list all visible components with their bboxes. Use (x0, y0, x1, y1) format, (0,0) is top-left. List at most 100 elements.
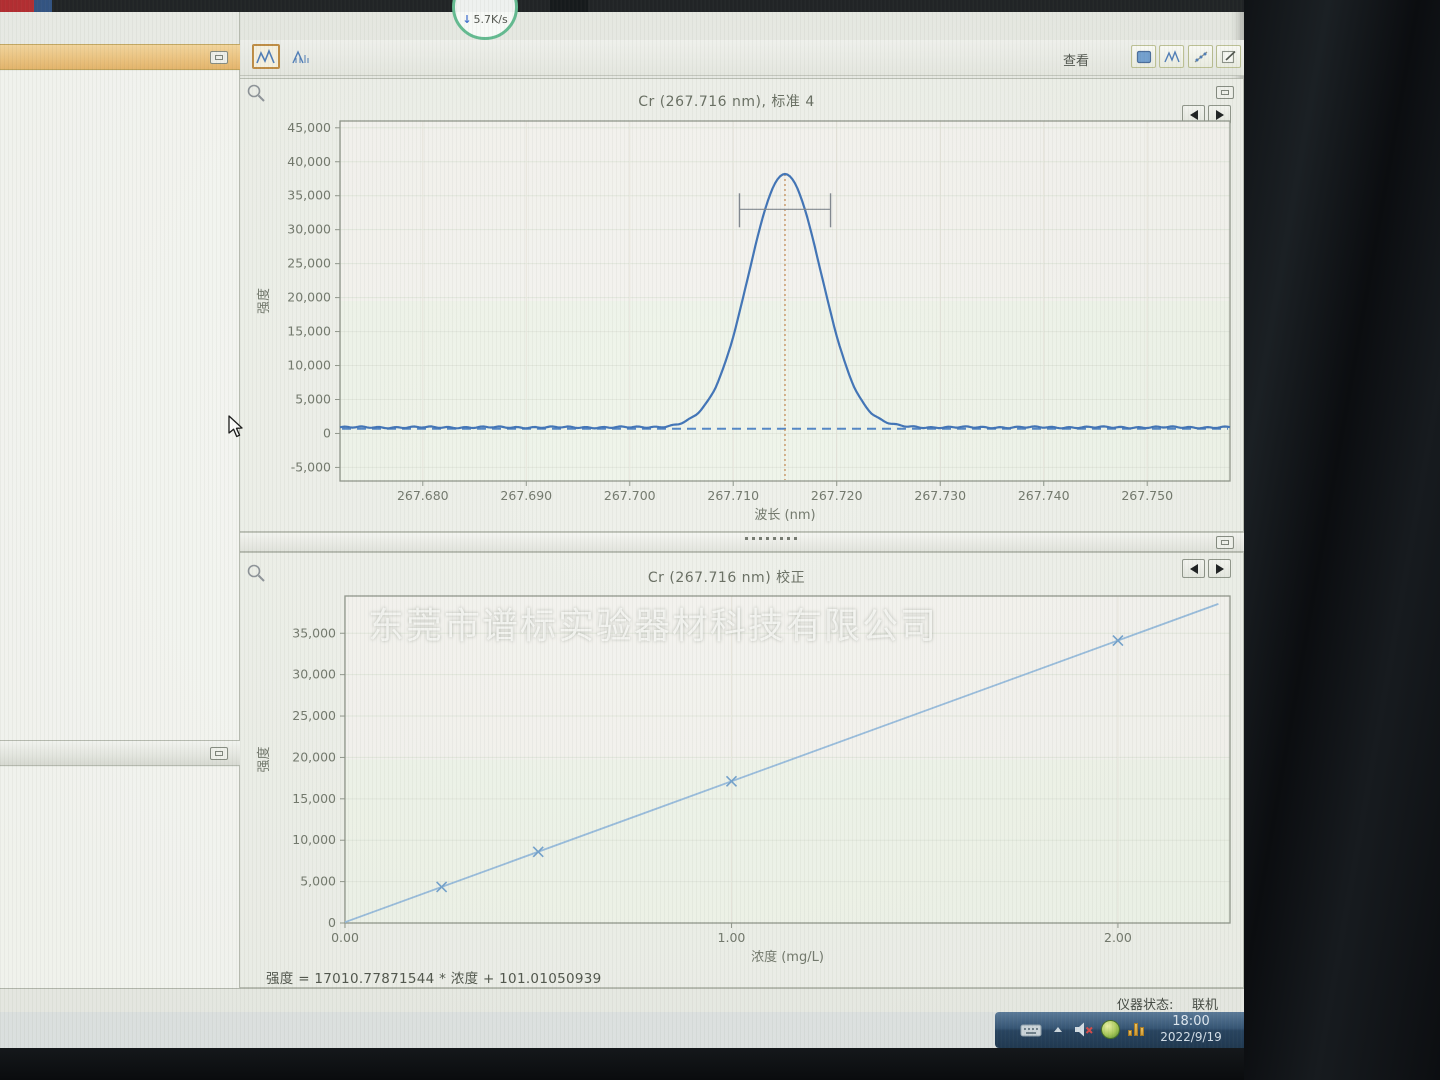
taskbar-clock[interactable]: 18:00 (1172, 1014, 1210, 1029)
spectrum-panel: Cr (267.716 nm), 标准 4 -5,000 0 5,000 10,000… (240, 78, 1244, 532)
svg-text:10,000: 10,000 (292, 832, 336, 847)
net-speed-badge[interactable]: ↓ 5.7K/s (452, 0, 518, 40)
calibration-equation: 强度 = 17010.77871544 * 浓度 + 101.01050939 (266, 971, 602, 987)
svg-text:0: 0 (328, 915, 336, 930)
dark-window-fragment (550, 0, 588, 12)
prev-icon (1189, 563, 1198, 574)
view-tile-icon (1136, 50, 1151, 63)
restore-button[interactable] (210, 747, 228, 760)
left-panel-header-active[interactable] (0, 44, 240, 70)
prev-element-button[interactable] (1182, 559, 1205, 578)
svg-text:-5,000: -5,000 (291, 459, 331, 474)
next-icon (1215, 563, 1224, 574)
overlay-spectra-tab-icon (292, 49, 309, 63)
svg-text:5,000: 5,000 (300, 874, 336, 889)
status-bar: 仪器状态: 联机 (0, 988, 1244, 1013)
screen: 查看 (0, 0, 1244, 1048)
svg-text:1.00: 1.00 (718, 930, 746, 945)
svg-text:15,000: 15,000 (292, 791, 336, 806)
volume-muted-icon[interactable] (1074, 1021, 1094, 1038)
restore-button[interactable] (1216, 86, 1234, 99)
svg-text:5,000: 5,000 (295, 391, 331, 406)
svg-text:267.740: 267.740 (1018, 488, 1070, 503)
svg-text:浓度 (mg/L): 浓度 (mg/L) (751, 949, 824, 965)
top-window-fragments (0, 0, 1244, 12)
blue-window-fragment (34, 0, 52, 12)
restore-icon (1221, 540, 1229, 545)
svg-text:267.730: 267.730 (914, 488, 966, 503)
svg-text:2.00: 2.00 (1104, 930, 1132, 945)
view-edit-icon (1221, 50, 1236, 63)
view-calibration-icon (1194, 51, 1207, 62)
left-panel-column (0, 12, 240, 988)
svg-text:30,000: 30,000 (287, 222, 331, 237)
calibration-fit-line (344, 603, 1219, 924)
zoom-icon[interactable] (246, 563, 266, 583)
red-window-fragment (0, 0, 34, 12)
left-panel-body-top (0, 71, 239, 740)
next-element-button[interactable] (1208, 559, 1231, 578)
svg-text:0.00: 0.00 (331, 930, 359, 945)
restore-icon (1221, 90, 1229, 95)
restore-icon (215, 55, 223, 60)
svg-text:40,000: 40,000 (287, 154, 331, 169)
svg-text:25,000: 25,000 (287, 256, 331, 271)
show-hidden-icon[interactable] (1054, 1027, 1062, 1032)
svg-text:15,000: 15,000 (287, 324, 331, 339)
calibration-title: Cr (267.716 nm) 校正 (647, 570, 806, 586)
svg-text:45,000: 45,000 (287, 120, 331, 135)
svg-text:20,000: 20,000 (292, 749, 336, 764)
spectrum-curve (339, 172, 1231, 430)
svg-text:267.680: 267.680 (397, 488, 449, 503)
svg-text:强度: 强度 (256, 288, 272, 314)
next-icon (1215, 109, 1224, 120)
chart-tray-icon[interactable] (1128, 1022, 1144, 1036)
svg-text:25,000: 25,000 (292, 708, 336, 723)
svg-text:267.690: 267.690 (500, 488, 552, 503)
calibration-panel: Cr (267.716 nm) 校正 0 5,000 10,000 15,000 20,… (240, 552, 1244, 1005)
svg-text:30,000: 30,000 (292, 667, 336, 682)
restore-icon (215, 751, 223, 756)
monitor-bezel (1244, 0, 1440, 1080)
left-panel-header-lower[interactable] (0, 740, 240, 766)
overlay-spectra-tab-button[interactable] (288, 44, 316, 69)
main-toolbar: 查看 (240, 40, 1244, 76)
download-arrow-icon: ↓ (462, 13, 472, 26)
view-label: 查看 (1063, 54, 1090, 69)
view-tile-button[interactable] (1131, 45, 1156, 68)
instrument-status-value: 联机 (1192, 998, 1219, 1013)
svg-text:267.700: 267.700 (604, 488, 656, 503)
svg-text:35,000: 35,000 (287, 188, 331, 203)
view-calibration-button[interactable] (1188, 45, 1213, 68)
prev-icon (1189, 109, 1198, 120)
net-speed-value: 5.7K/s (473, 13, 508, 26)
restore-button[interactable] (210, 51, 228, 64)
svg-text:267.710: 267.710 (707, 488, 759, 503)
taskbar-date[interactable]: 2022/9/19 (1160, 1030, 1222, 1044)
instrument-status-label: 仪器状态: (1117, 998, 1174, 1013)
monitor-bezel (0, 1048, 1244, 1080)
panel-splitter (240, 532, 1244, 552)
view-edit-button[interactable] (1216, 45, 1241, 68)
svg-text:20,000: 20,000 (287, 290, 331, 305)
restore-button[interactable] (1216, 536, 1234, 549)
spectra-tab-button[interactable] (252, 44, 280, 69)
spectrum-plot[interactable]: -5,000 0 5,000 10,000 15,000 20,000 25,000 30,0… (248, 111, 1238, 523)
splitter-handle[interactable] (745, 537, 801, 540)
view-spectrum-button[interactable] (1159, 45, 1184, 68)
svg-text:10,000: 10,000 (287, 358, 331, 373)
antivirus-icon[interactable] (1101, 1020, 1120, 1039)
calibration-plot[interactable]: 0 5,000 10,000 15,000 20,000 25,000 30,000 35,0… (248, 586, 1238, 986)
view-spectrum-icon (1163, 49, 1180, 62)
svg-text:强度: 强度 (256, 746, 272, 772)
keyboard-icon[interactable] (1020, 1024, 1042, 1037)
spectrum-title: Cr (267.716 nm), 标准 4 (638, 94, 815, 110)
svg-text:35,000: 35,000 (292, 625, 336, 640)
svg-text:0: 0 (323, 425, 331, 440)
next-standard-button[interactable] (1208, 105, 1231, 124)
zoom-icon[interactable] (246, 83, 266, 103)
left-panel-body-lower (0, 767, 239, 988)
svg-text:267.720: 267.720 (811, 488, 863, 503)
spectra-tab-icon (256, 48, 275, 63)
